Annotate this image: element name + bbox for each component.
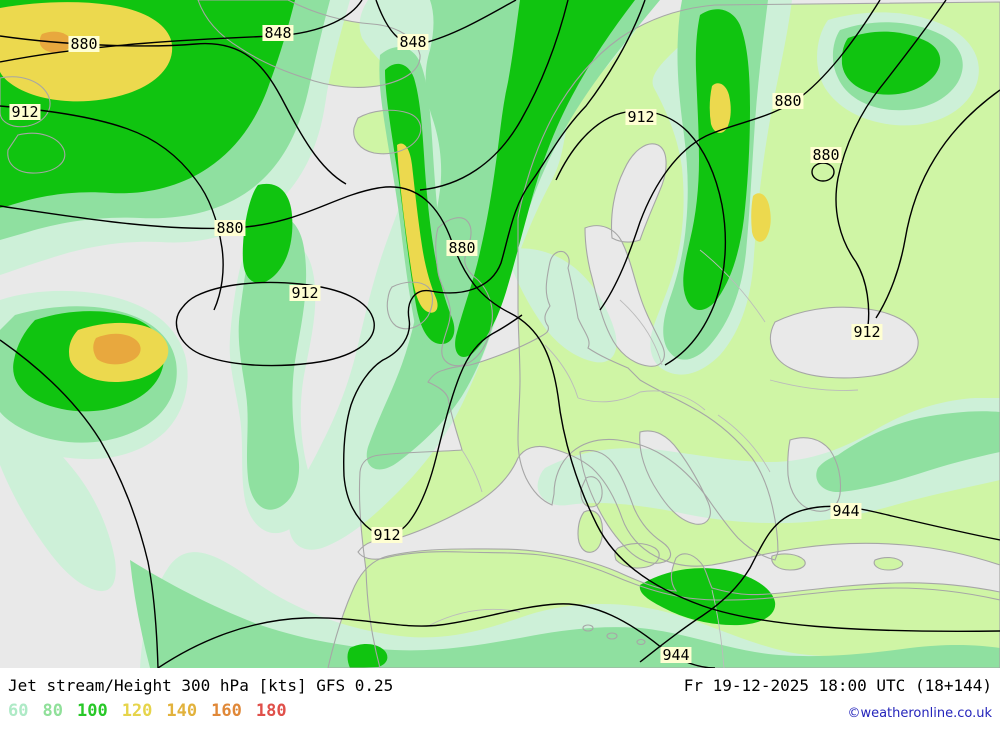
jet100-arm-tip [242, 183, 293, 284]
border-9 [711, 589, 725, 668]
jet60-denmark-tongue [505, 248, 617, 363]
jet60-africa-band [140, 552, 1000, 668]
coast-canary-3 [636, 638, 646, 646]
legend-value-60: 60 [8, 701, 29, 721]
legend-value-120: 120 [121, 701, 153, 721]
coast-canary-1 [582, 624, 594, 632]
contour-norway-iberia-trough [342, 0, 646, 536]
jet100-iceland-streak-core [385, 63, 455, 345]
coastlines [0, 0, 1000, 668]
jet80-africa-band-core [130, 560, 1000, 668]
contour-east-ridge-1 [835, 0, 947, 327]
border-6 [769, 379, 859, 391]
contour-912-cutoff-low [175, 281, 375, 367]
jet100-algeria-spot [347, 644, 388, 668]
jet80-atlantic-arm [238, 213, 307, 510]
border-4 [619, 299, 663, 366]
copyright-text: ©weatheronline.co.uk [847, 706, 992, 721]
country-borders [429, 249, 859, 668]
jet60-west-edge-wedge [0, 405, 116, 592]
contour-880-east [599, 0, 881, 311]
sea-black-sea [770, 307, 919, 378]
contour-880-closed-circle [811, 162, 835, 182]
weather-map [0, 0, 1000, 668]
contour-944-southeast [639, 505, 1000, 663]
jet100-eyelet-bright [841, 31, 941, 95]
map-datetime: Fr 19-12-2025 18:00 UTC (18+144) [683, 676, 992, 695]
contour-norway-1 [419, 0, 569, 191]
caption-row-1: Jet stream/Height 300 hPa [kts] GFS 0.25… [8, 676, 992, 695]
legend-value-140: 140 [166, 701, 198, 721]
border-1 [544, 344, 579, 399]
jet80-levant-band [816, 411, 1000, 493]
map-title: Jet stream/Height 300 hPa [kts] GFS 0.25 [8, 676, 394, 695]
jet100-libya-spot [639, 568, 776, 626]
map-area: 848 848 880 912 880 880 912 912 880 880 912 912 944 9… [0, 0, 1000, 668]
contour-east-ridge-2 [875, 89, 1000, 319]
contour-southwest-diagonal [0, 339, 159, 668]
border-5 [699, 249, 766, 323]
jet140-west-blob-spot [93, 333, 141, 365]
caption-row-2: 60 80 100 120 140 160 180 ©weatheronline.co.uk [8, 701, 992, 721]
contour-912-scandinavia [555, 110, 727, 366]
border-10 [461, 449, 483, 493]
border-7 [717, 414, 771, 473]
jet60-mediterranean-band [537, 398, 1000, 524]
coast-canary-2 [606, 632, 618, 640]
caption-bar: Jet stream/Height 300 hPa [kts] GFS 0.25… [0, 668, 1000, 733]
legend-value-100: 100 [76, 701, 108, 721]
jet100-norway-core [455, 0, 635, 357]
jet100-east-band-core [683, 9, 750, 311]
jet120-east-sliver-south [751, 193, 771, 242]
jet-shading-140kts [39, 31, 141, 365]
border-3 [639, 390, 706, 411]
legend-value-80: 80 [42, 701, 63, 721]
legend: 60 80 100 120 140 160 180 [8, 701, 287, 721]
contour-912-northwest [0, 105, 224, 311]
jet120-east-sliver-north [709, 83, 731, 133]
jet120-iceland-sliver [397, 143, 438, 313]
legend-value-160: 160 [211, 701, 242, 721]
legend-value-180: 180 [255, 701, 287, 721]
border-2 [577, 391, 641, 403]
